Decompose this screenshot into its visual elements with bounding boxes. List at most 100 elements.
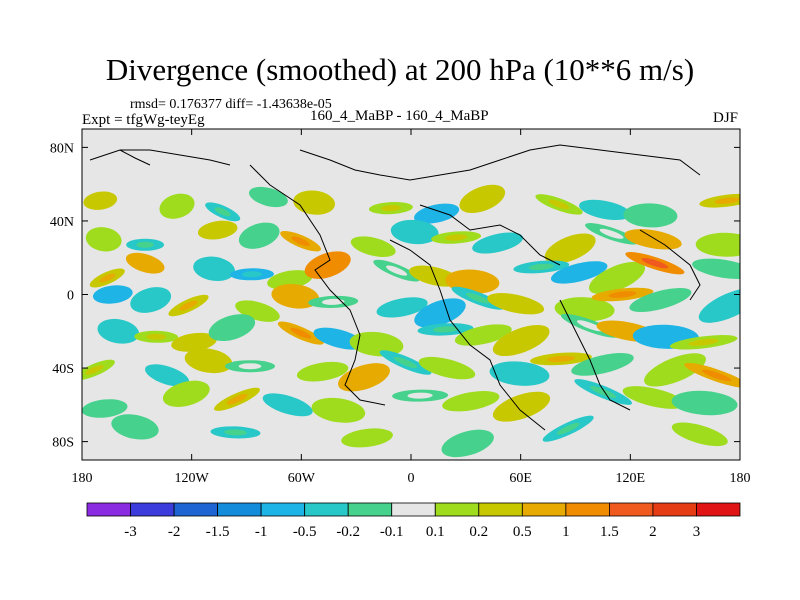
contour-region <box>695 232 740 257</box>
contour-region <box>197 220 238 240</box>
contour-core <box>548 199 570 210</box>
contour-core <box>291 236 310 246</box>
contour-region <box>629 287 692 313</box>
coastline <box>249 164 386 406</box>
colorbar-swatch <box>217 502 262 517</box>
contour-region <box>571 353 634 376</box>
contour-core <box>85 365 104 375</box>
colorbar-label: -0.5 <box>293 524 317 540</box>
contour-region <box>624 229 682 250</box>
contour-region <box>441 429 494 458</box>
contour-core <box>136 241 154 248</box>
colorbar-label: -1.5 <box>206 524 230 540</box>
contour-core <box>688 338 719 346</box>
contour-core <box>590 386 617 398</box>
contour-fill-layer <box>82 144 740 458</box>
y-tick-label: 80S <box>52 436 74 451</box>
contour-region <box>644 353 706 387</box>
contour-region <box>193 256 235 282</box>
colorbar-swatch <box>696 502 741 517</box>
season-label: DJF <box>713 110 739 126</box>
contour-core <box>444 234 468 241</box>
stats-label: rmsd= 0.176377 diff= -1.43638e-05 <box>130 97 332 112</box>
contour-region <box>271 284 320 309</box>
colorbar-label: -3 <box>124 524 137 540</box>
contour-core <box>238 363 262 370</box>
contour-region <box>248 186 288 208</box>
contour-core <box>214 207 231 217</box>
center-label: 160_4_MaBP - 160_4_MaBP <box>310 108 489 124</box>
contour-core <box>702 369 731 382</box>
colorbar-label: -1 <box>255 524 268 540</box>
chart-title: Divergence (smoothed) at 200 hPa (10**6 … <box>105 52 695 87</box>
y-tick-label: 0 <box>67 289 74 304</box>
contour-core <box>528 263 554 271</box>
contour-region <box>698 288 740 323</box>
contour-region <box>492 324 550 357</box>
colorbar-label: -0.1 <box>380 524 404 540</box>
colorbar-swatch <box>565 502 610 517</box>
colorbar-swatch <box>609 502 654 517</box>
coastline <box>419 204 561 266</box>
x-tick-label: 120W <box>175 471 210 486</box>
contour-region <box>459 184 506 214</box>
contour-core <box>321 298 345 305</box>
y-tick-label: 80N <box>50 141 74 156</box>
x-tick-label: 180 <box>72 471 93 486</box>
contour-region <box>350 236 396 258</box>
contour-region <box>293 190 336 215</box>
contour-region <box>83 191 118 210</box>
contour-region <box>296 361 349 382</box>
contour-region <box>238 222 280 249</box>
contour-core <box>386 265 408 276</box>
colorbar-label: 2 <box>649 524 657 540</box>
contour-core <box>381 205 401 212</box>
x-tick-label: 60E <box>509 471 532 486</box>
colorbar-swatch <box>478 502 523 517</box>
contour-core <box>608 291 637 298</box>
colorbar-swatch <box>391 502 436 517</box>
contour-region <box>145 364 190 387</box>
colorbar-swatch <box>434 502 480 517</box>
contour-region <box>489 361 550 386</box>
colorbar-swatch <box>652 502 697 517</box>
contour-core <box>407 392 433 399</box>
colorbar-label: 0.1 <box>426 524 445 540</box>
colorbar-swatch <box>173 502 219 517</box>
contour-core <box>393 356 418 369</box>
contour-region <box>414 298 466 328</box>
contour-region <box>418 356 476 380</box>
contour-core <box>641 258 669 269</box>
colorbar-swatch <box>347 502 393 517</box>
contour-region <box>92 285 133 304</box>
contour-region <box>159 193 195 219</box>
contour-core <box>432 326 459 333</box>
contour-region <box>622 386 686 409</box>
contour-region <box>414 203 460 224</box>
contour-core <box>242 271 262 278</box>
contour-region <box>130 287 172 313</box>
colorbar-label: 3 <box>693 524 701 540</box>
y-tick-label: 40N <box>50 215 74 230</box>
contour-region <box>550 261 608 284</box>
coastline <box>299 144 701 181</box>
colorbar-label: 1.5 <box>600 524 619 540</box>
x-tick-label: 0 <box>408 471 415 486</box>
contour-core <box>576 320 604 332</box>
contour-region <box>472 232 524 254</box>
x-tick-label: 60W <box>288 471 316 486</box>
contour-region <box>390 219 439 245</box>
contour-region <box>208 314 256 342</box>
contour-region <box>82 399 128 418</box>
contour-region <box>588 261 646 295</box>
contour-region <box>125 252 165 274</box>
x-tick-label: 120E <box>616 471 646 486</box>
contour-region <box>454 324 512 346</box>
colorbar-swatch <box>130 502 175 517</box>
colorbar-label: -0.2 <box>336 524 360 540</box>
contour-core <box>599 228 624 239</box>
colorbar-swatch <box>304 502 349 517</box>
colorbar-label: -2 <box>168 524 181 540</box>
y-tick-label: 40S <box>52 362 74 377</box>
